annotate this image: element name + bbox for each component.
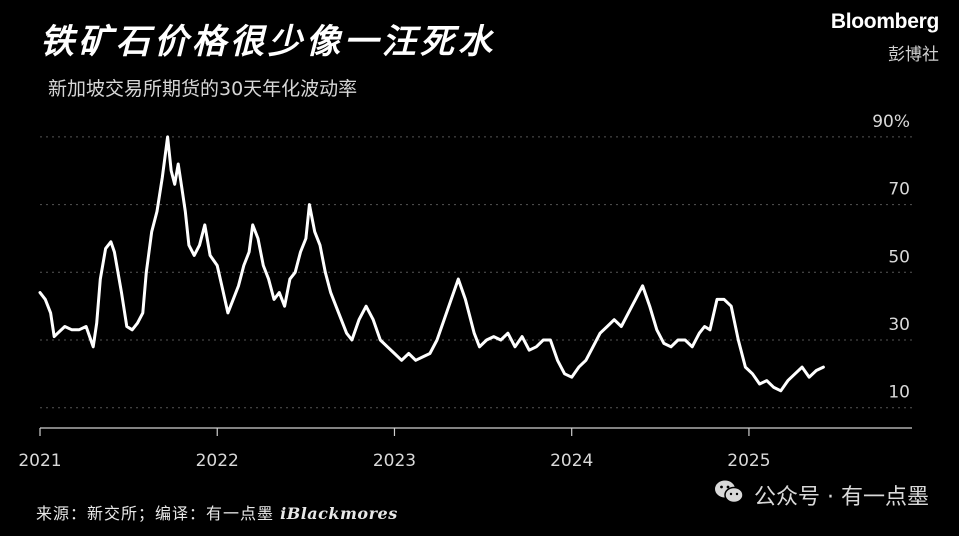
y-tick-label-3: 30 — [888, 315, 910, 335]
brand-name: Bloomberg — [830, 10, 939, 33]
y-tick-label-1: 70 — [888, 180, 910, 200]
x-tick-label-3: 2024 — [550, 451, 593, 471]
x-tick-label-0: 2021 — [18, 451, 61, 471]
brand-cn-name: 彭博社 — [888, 45, 939, 65]
watermark: 公众号 · 有一点墨 — [714, 479, 929, 511]
y-tick-label-2: 50 — [888, 247, 910, 267]
brand-logo: Bloomberg 彭博社 — [831, 10, 939, 65]
x-tick-label-1: 2022 — [196, 451, 239, 471]
series-line-0 — [38, 135, 825, 393]
source-signature: iBlackmores — [280, 504, 398, 523]
y-tick-label-0: 90% — [872, 112, 910, 132]
x-tick-label-2: 2023 — [373, 451, 416, 471]
source-note: 来源：新交所；编译：有一点墨 iBlackmores — [36, 500, 398, 524]
watermark-text: 公众号 · 有一点墨 — [754, 485, 929, 510]
chart-title: 铁矿石价格很少像一汪死水 — [40, 22, 496, 62]
source-text: 来源：新交所；编译：有一点墨 — [36, 504, 275, 523]
y-tick-label-4: 10 — [888, 383, 910, 403]
x-tick-label-4: 2025 — [727, 451, 770, 471]
wechat-icon — [714, 479, 744, 511]
chart-subtitle: 新加坡交易所期货的30天年化波动率 — [48, 78, 358, 100]
